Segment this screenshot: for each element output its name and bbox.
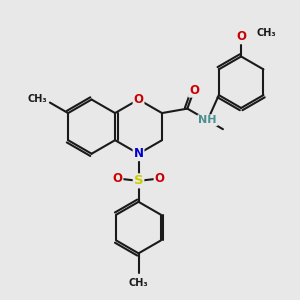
Text: S: S	[134, 174, 143, 187]
Text: N: N	[134, 147, 143, 160]
Text: O: O	[189, 84, 199, 97]
Text: CH₃: CH₃	[256, 28, 276, 38]
Text: O: O	[154, 172, 165, 185]
Text: O: O	[112, 172, 122, 185]
Text: CH₃: CH₃	[28, 94, 48, 104]
Text: O: O	[236, 30, 246, 43]
Text: NH: NH	[198, 115, 217, 125]
Text: CH₃: CH₃	[129, 278, 148, 288]
Text: O: O	[134, 93, 143, 106]
